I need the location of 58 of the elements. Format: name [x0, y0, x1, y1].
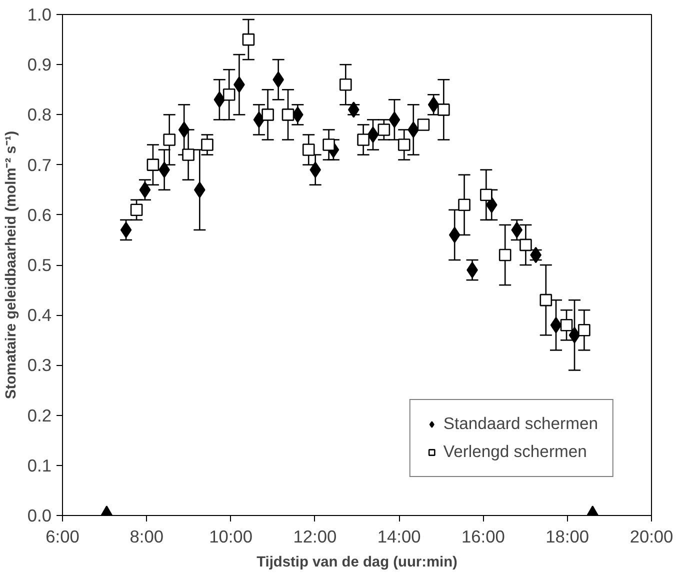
- x-axis-title: Tijdstip van de dag (uur:min): [256, 554, 458, 570]
- point: [357, 134, 370, 146]
- point: [178, 122, 190, 138]
- y-tick-label: 0.1: [27, 455, 52, 476]
- point: [282, 108, 294, 121]
- point: [388, 112, 400, 128]
- y-tick-label: 0.5: [27, 255, 52, 275]
- x-tick-label: 18:00: [546, 526, 590, 546]
- point: [130, 204, 143, 216]
- x-tick-label: 12:00: [293, 526, 337, 546]
- point: [511, 222, 523, 238]
- point: [560, 318, 573, 332]
- point: [242, 33, 255, 46]
- point: [578, 324, 590, 336]
- point: [367, 126, 379, 143]
- y-tick-label: 0.3: [27, 355, 52, 376]
- x-tick-label: 14:00: [377, 526, 421, 546]
- y-axis-title: Stomataire geleidbaarheid (molm⁻² s⁻¹): [3, 130, 20, 400]
- point: [550, 316, 562, 334]
- y-tick-label: 0.4: [27, 305, 52, 326]
- x-tick-label: 16:00: [462, 526, 505, 546]
- point: [480, 188, 492, 202]
- point: [302, 144, 315, 156]
- point: [339, 78, 352, 91]
- point: [214, 92, 226, 108]
- y-tick-label: 0.9: [27, 54, 52, 75]
- point: [438, 104, 450, 116]
- x-tick-label: 10:00: [209, 526, 252, 546]
- y-tick-label: 0.6: [27, 204, 52, 225]
- point: [201, 138, 214, 151]
- point: [540, 294, 552, 306]
- x-tick-label: 20:00: [630, 526, 674, 546]
- point: [398, 138, 410, 151]
- y-tick-label: 0.0: [27, 506, 52, 526]
- x-tick-label: 6:00: [46, 526, 80, 546]
- point: [568, 326, 580, 344]
- x-tick-label: 8:00: [130, 526, 164, 546]
- point: [222, 88, 236, 101]
- point: [322, 138, 335, 151]
- point: [520, 238, 532, 252]
- point: [428, 96, 440, 113]
- point: [448, 226, 460, 244]
- point: [458, 198, 470, 212]
- y-tick-label: 0.8: [27, 104, 52, 125]
- y-tick-label: 1.0: [27, 4, 52, 24]
- y-tick-label: 0.7: [27, 154, 52, 175]
- point: [182, 148, 194, 161]
- point: [417, 118, 430, 131]
- point: [163, 134, 176, 146]
- point: [498, 248, 512, 262]
- point: [408, 122, 420, 138]
- point: [120, 222, 132, 238]
- legend-label: Verlengd schermen: [443, 442, 587, 462]
- point: [262, 108, 274, 121]
- legend-label: Standaard schermen: [443, 414, 598, 434]
- y-tick-label: 0.2: [27, 405, 52, 426]
- point: [146, 158, 160, 171]
- point: [378, 124, 390, 136]
